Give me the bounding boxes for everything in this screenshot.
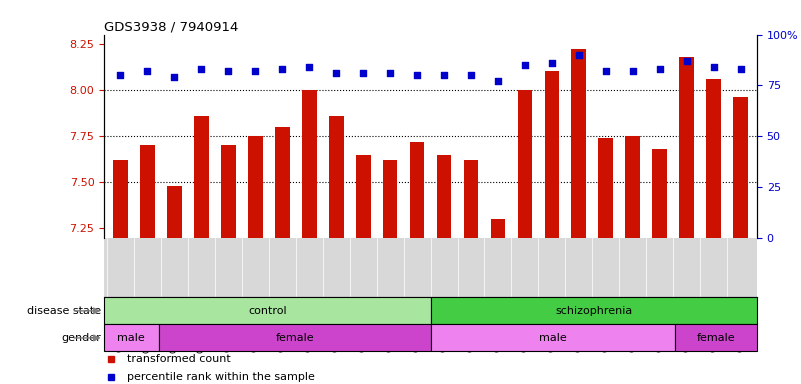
Point bbox=[573, 52, 586, 58]
Text: schizophrenia: schizophrenia bbox=[555, 306, 632, 316]
Point bbox=[356, 70, 369, 76]
Bar bbox=[248, 136, 263, 238]
Bar bbox=[194, 116, 209, 238]
Bar bbox=[221, 146, 235, 238]
Bar bbox=[517, 90, 533, 238]
Bar bbox=[464, 160, 478, 238]
Point bbox=[168, 74, 181, 80]
Bar bbox=[706, 79, 721, 238]
Point bbox=[545, 60, 558, 66]
Bar bbox=[431, 297, 757, 324]
Bar bbox=[275, 127, 290, 238]
Text: GDS3938 / 7940914: GDS3938 / 7940914 bbox=[104, 20, 239, 33]
Point bbox=[707, 64, 720, 70]
Point bbox=[249, 68, 262, 74]
Point bbox=[114, 72, 127, 78]
Bar bbox=[383, 160, 397, 238]
Bar bbox=[328, 116, 344, 238]
Bar bbox=[734, 98, 748, 238]
Bar bbox=[490, 219, 505, 238]
Bar bbox=[679, 57, 694, 238]
Bar bbox=[626, 136, 640, 238]
Point bbox=[141, 68, 154, 74]
Point bbox=[735, 66, 747, 72]
Point bbox=[465, 72, 477, 78]
Bar bbox=[409, 142, 425, 238]
Bar bbox=[437, 155, 452, 238]
Point bbox=[411, 72, 424, 78]
Text: transformed count: transformed count bbox=[127, 354, 231, 364]
Point bbox=[330, 70, 343, 76]
Point bbox=[276, 66, 288, 72]
Bar bbox=[140, 146, 155, 238]
Bar bbox=[675, 324, 757, 351]
Bar bbox=[598, 138, 614, 238]
Text: control: control bbox=[248, 306, 287, 316]
Point bbox=[222, 68, 235, 74]
Text: disease state: disease state bbox=[26, 306, 101, 316]
Bar bbox=[431, 324, 675, 351]
Bar bbox=[302, 90, 316, 238]
Point bbox=[437, 72, 450, 78]
Bar bbox=[545, 71, 559, 238]
Bar bbox=[104, 324, 159, 351]
Point bbox=[626, 68, 639, 74]
Bar bbox=[652, 149, 667, 238]
Text: male: male bbox=[539, 333, 567, 343]
Point bbox=[599, 68, 612, 74]
Point bbox=[303, 64, 316, 70]
Text: gender: gender bbox=[61, 333, 101, 343]
Text: female: female bbox=[276, 333, 314, 343]
Bar bbox=[104, 297, 431, 324]
Bar bbox=[356, 155, 371, 238]
Point bbox=[195, 66, 207, 72]
Point bbox=[680, 58, 693, 64]
Bar bbox=[159, 324, 431, 351]
Bar bbox=[167, 186, 182, 238]
Point bbox=[654, 66, 666, 72]
Text: male: male bbox=[118, 333, 145, 343]
Point bbox=[518, 62, 531, 68]
Bar bbox=[113, 160, 127, 238]
Text: female: female bbox=[697, 333, 735, 343]
Text: percentile rank within the sample: percentile rank within the sample bbox=[127, 372, 315, 382]
Point bbox=[384, 70, 396, 76]
Bar bbox=[571, 49, 586, 238]
Point bbox=[492, 78, 505, 84]
